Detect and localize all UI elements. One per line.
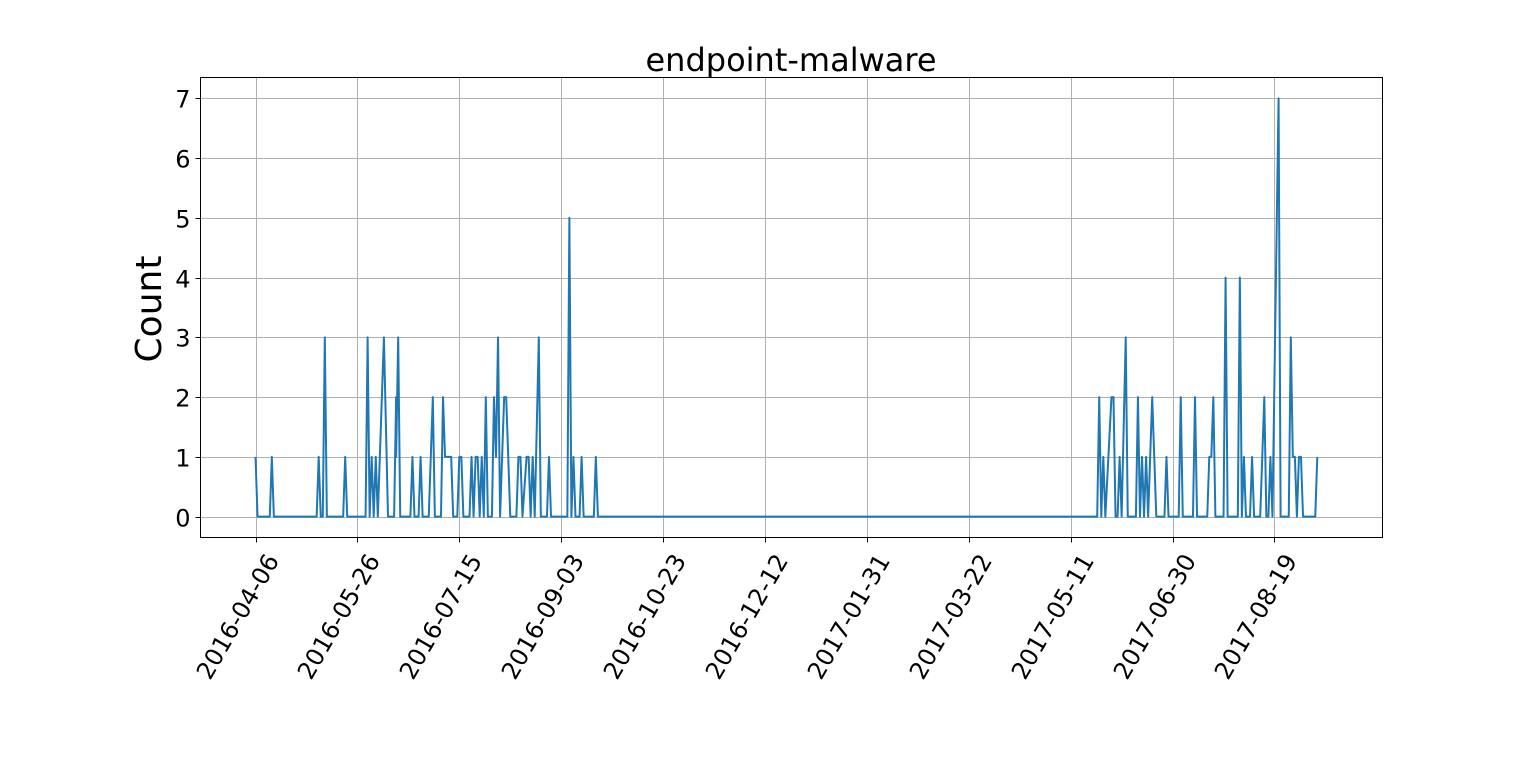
- y-tick-label: 4: [175, 266, 190, 294]
- plot-area-frame: [200, 77, 1383, 538]
- x-tick-label: 2016-10-23: [598, 549, 692, 684]
- y-tick-label: 5: [175, 206, 190, 234]
- x-tick-label: 2017-03-22: [904, 549, 998, 684]
- y-gridlines: [200, 98, 1383, 518]
- x-tick-label: 2017-08-19: [1209, 549, 1303, 684]
- x-tick-label: 2017-06-30: [1108, 549, 1202, 684]
- y-tick-label: 0: [175, 505, 190, 533]
- x-tick-label: 2016-12-12: [700, 549, 794, 684]
- y-axis-label: Count: [129, 256, 170, 363]
- x-tick-label: 2017-01-31: [802, 549, 896, 684]
- y-tick-label: 1: [175, 445, 190, 473]
- x-gridlines: [256, 77, 1275, 538]
- y-tick-label: 7: [175, 86, 190, 114]
- y-tick-label: 6: [175, 146, 190, 174]
- x-tick-label: 2016-09-03: [496, 549, 590, 684]
- y-tick-label: 2: [175, 385, 190, 413]
- y-axis: 0 1 2 3 4 5 6 7: [175, 86, 201, 533]
- series-line: [254, 97, 1319, 518]
- data-series: [254, 97, 1319, 518]
- x-tick-label: 2016-05-26: [292, 549, 386, 684]
- y-tick-label: 3: [175, 325, 190, 353]
- x-tick-label: 2017-05-11: [1006, 549, 1100, 684]
- x-tick-label: 2016-07-15: [394, 549, 488, 684]
- x-axis: 2016-04-06 2016-05-26 2016-07-15 2016-09-03…: [191, 537, 1303, 684]
- x-tick-label: 2016-04-06: [191, 549, 285, 684]
- chart-title: endpoint-malware: [645, 41, 936, 79]
